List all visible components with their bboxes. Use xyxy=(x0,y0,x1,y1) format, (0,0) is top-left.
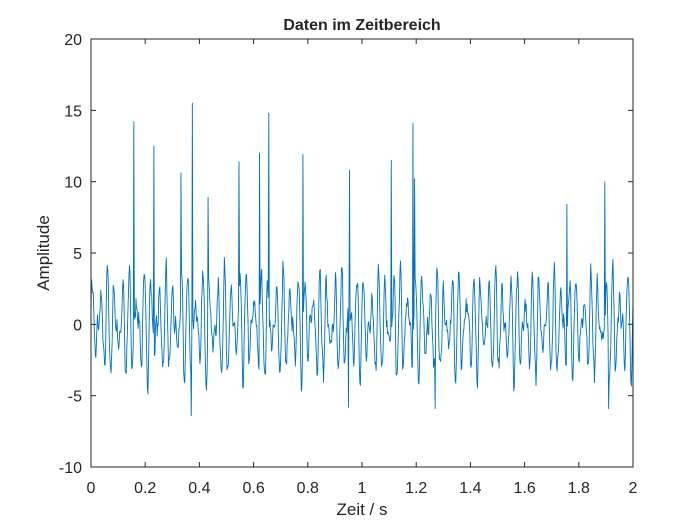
x-tick-label: 0 xyxy=(87,480,96,497)
y-tick-label: -10 xyxy=(59,460,82,477)
x-tick-label: 1.2 xyxy=(405,480,427,497)
series-line-amplitude xyxy=(90,102,634,417)
y-tick-label: 20 xyxy=(64,32,82,49)
series-layer xyxy=(90,102,634,417)
x-tick-label: 1.8 xyxy=(568,480,590,497)
chart-title: Daten im Zeitbereich xyxy=(283,17,440,34)
y-axis-label: Amplitude xyxy=(34,215,53,291)
x-tick-label: 0.2 xyxy=(134,480,156,497)
tick-layer: 0 0.2 0.4 0.6 0.8 1 1.2 1.4 1.6 1.8 2 -10 -5 0 5 10 15 20 xyxy=(59,32,638,497)
x-tick-label: 1.6 xyxy=(513,480,535,497)
y-tick-label: 5 xyxy=(73,246,82,263)
y-tick-label: 0 xyxy=(73,317,82,334)
x-tick-label: 0.8 xyxy=(297,480,319,497)
plot-area xyxy=(91,39,633,467)
x-axis-label: Zeit / s xyxy=(336,500,387,519)
x-tick-label: 0.4 xyxy=(188,480,210,497)
x-tick-label: 1.4 xyxy=(459,480,481,497)
x-tick-label: 0.6 xyxy=(242,480,264,497)
x-tick-label: 1 xyxy=(358,480,367,497)
y-tick-label: -5 xyxy=(68,389,82,406)
y-tick-label: 15 xyxy=(64,103,82,120)
y-tick-label: 10 xyxy=(64,175,82,192)
x-tick-label: 2 xyxy=(629,480,638,497)
